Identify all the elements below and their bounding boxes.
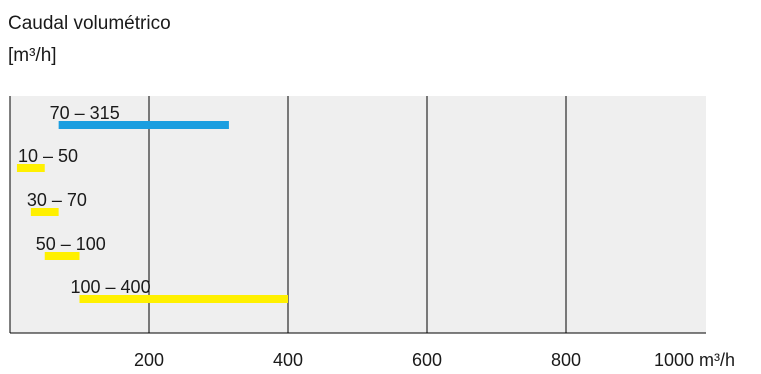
range-label-1: 70 – 315 (50, 103, 120, 123)
x-tick-label-200: 200 (134, 350, 164, 370)
x-tick-label-600: 600 (412, 350, 442, 370)
range-bar-3 (30, 208, 59, 216)
chart-unit: [m³/h] (8, 45, 57, 66)
x-tick-label-1000: 1000 m³/h (654, 350, 735, 370)
x-tick-label-800: 800 (551, 350, 581, 370)
range-label-4: 50 – 100 (36, 234, 106, 254)
plot-area (10, 96, 706, 333)
chart-title: Caudal volumétrico (8, 13, 171, 34)
range-bar-5 (79, 295, 288, 303)
x-tick-label-400: 400 (273, 350, 303, 370)
range-label-5: 100 – 400 (71, 277, 151, 297)
range-label-3: 30 – 70 (27, 190, 87, 210)
range-label-2: 10 – 50 (18, 146, 78, 166)
range-bar-2 (16, 164, 45, 172)
range-bar-4 (44, 252, 80, 260)
range-bar-1 (58, 121, 229, 129)
chart-header: Caudal volumétrico [m³/h] (8, 8, 171, 72)
